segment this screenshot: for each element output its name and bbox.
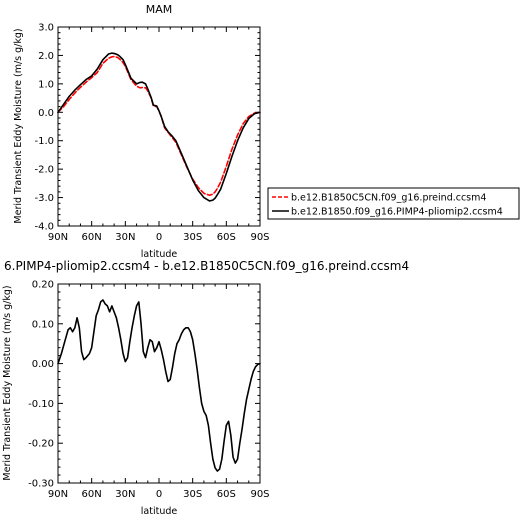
x-tick-label: 60S [217,489,236,500]
y-tick-label: -2.0 [34,165,54,176]
x-tick-label: 60N [82,489,102,500]
y-tick-label: 1.0 [38,79,54,90]
y-tick-label: -4.0 [34,222,54,233]
x-tick-label: 30N [115,232,135,243]
y-tick-label: 3.0 [38,23,54,34]
y-tick-label: 2.0 [38,51,54,62]
top-y-tick-labels: -4.0 -3.0 -2.0 -1.0 0.0 1.0 2.0 3.0 [34,23,54,233]
x-tick-label: 90N [48,489,68,500]
y-tick-label: -0.20 [28,439,54,450]
bottom-chart-title: 6.PIMP4-pliomip2.ccsm4 - b.e12.B1850C5CN… [4,259,409,273]
x-tick-label: 0 [156,232,162,243]
series-line-0 [57,299,261,472]
x-tick-label: 60S [217,232,236,243]
legend-label-pliomip: b.e12.B1850.f09_g16.PIMP4-pliomip2.ccsm4 [291,207,503,218]
y-tick-label: 0.0 [38,108,54,119]
legend-box [267,187,520,220]
y-tick-label: -0.30 [28,479,54,490]
top-axis-ticks [57,26,261,227]
x-tick-label: 30S [183,489,202,500]
top-panel: MAM 90N 60N 30N 0 30S 60S 90S -4.0 -3.0 -2.0 -1.0… [13,3,270,260]
bottom-x-axis-label: latitude [141,506,178,517]
x-tick-label: 90S [250,232,269,243]
x-tick-label: 0 [156,489,162,500]
legend-label-preind: b.e12.B1850C5CN.f09_g16.preind.ccsm4 [291,193,486,204]
top-y-axis-label: Merid Transient Eddy Moisture (m/s g/kg) [13,28,24,223]
y-tick-label: 0.10 [32,319,54,330]
y-tick-label: 0.20 [32,280,54,291]
y-tick-label: -0.10 [28,399,54,410]
bottom-x-tick-labels: 90N 60N 30N 0 30S 60S 90S [48,489,270,500]
top-x-tick-labels: 90N 60N 30N 0 30S 60S 90S [48,232,270,243]
top-chart-title: MAM [146,3,173,16]
y-tick-label: -1.0 [34,136,54,147]
x-tick-label: 60N [82,232,102,243]
x-tick-label: 90S [250,489,269,500]
y-tick-label: -3.0 [34,193,54,204]
y-tick-label: 0.00 [32,359,54,370]
top-series-group [57,52,261,202]
x-tick-label: 30S [183,232,202,243]
top-x-axis-label: latitude [141,249,178,260]
top-plot-frame [57,26,261,227]
bottom-axis-ticks [57,283,261,484]
series-line-1 [57,52,261,202]
bottom-plot-frame [57,283,261,484]
x-tick-label: 90N [48,232,68,243]
bottom-y-axis-label: Merid Transient Eddy Moisture (m/s g/kg) [2,285,13,480]
bottom-y-tick-labels: -0.30 -0.20 -0.10 0.00 0.10 0.20 [28,280,54,490]
bottom-panel: 6.PIMP4-pliomip2.ccsm4 - b.e12.B1850C5CN… [2,259,409,517]
legend: b.e12.B1850C5CN.f09_g16.preind.ccsm4 b.e… [267,187,520,220]
bottom-series-group [57,299,261,472]
x-tick-label: 30N [115,489,135,500]
